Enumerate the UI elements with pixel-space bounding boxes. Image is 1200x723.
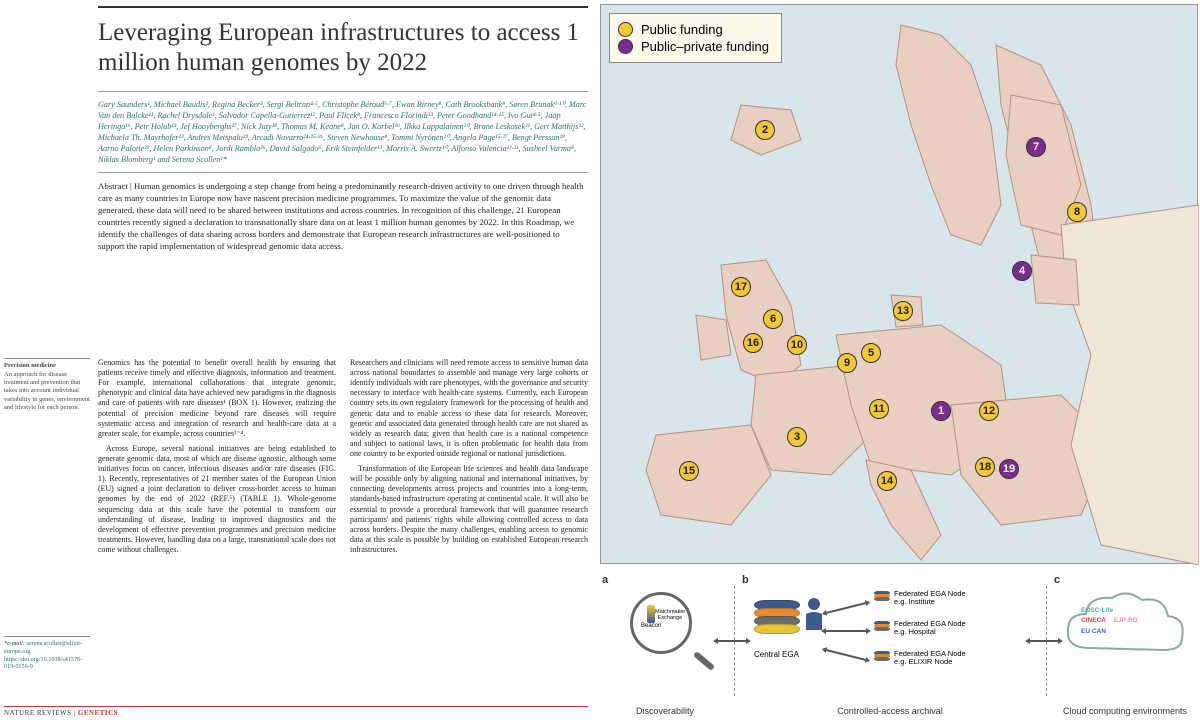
- arrow-node1: [826, 602, 865, 613]
- body-columns: Genomics has the potential to benefit ov…: [98, 358, 588, 560]
- doi: https://doi.org/10.1038/s41576-019-0156-…: [4, 656, 82, 671]
- body-col-1: Genomics has the potential to benefit ov…: [98, 358, 336, 560]
- section-b-caption: Controlled-access archival: [740, 706, 1040, 716]
- cloud-icon: EOSC-Life CINECA EJP-RD EU CAN: [1060, 588, 1190, 670]
- email-label: *e-mail:: [4, 640, 25, 647]
- section-a-caption: Discoverability: [600, 706, 730, 716]
- magnifier-icon: Beacon Matchmaker Exchange: [630, 592, 700, 662]
- legend-swatch-public: [618, 22, 633, 37]
- europe-map: Public funding Public–private funding 2 7…: [600, 4, 1198, 564]
- journal-section: GENETICS: [78, 709, 118, 717]
- corresponding-email: *e-mail: serena.scollen@elixir-europe.or…: [4, 636, 90, 671]
- diagram-section-a: a Beacon Matchmaker Exchange Discoverabi…: [600, 572, 730, 720]
- legend-private: Public–private funding: [618, 39, 769, 54]
- article-header: Leveraging European infrastructures to a…: [98, 6, 588, 263]
- section-c-letter: c: [1054, 574, 1060, 586]
- map-marker-15: 15: [679, 461, 699, 481]
- map-marker-17: 17: [731, 277, 751, 297]
- article-title: Leveraging European infrastructures to a…: [98, 18, 588, 77]
- abstract: Abstract | Human genomics is undergoing …: [98, 181, 588, 252]
- body-p1: Genomics has the potential to benefit ov…: [98, 358, 336, 439]
- map-marker-18: 18: [975, 457, 995, 477]
- arrow-node3: [826, 649, 865, 660]
- logo-cineca: CINECA: [1081, 617, 1106, 625]
- map-marker-1: 1: [931, 401, 951, 421]
- central-ega-label: Central EGA: [754, 650, 799, 659]
- section-b-letter: b: [742, 574, 749, 586]
- diagram-section-c: c EOSC-Life CINECA EJP-RD EU CAN Cloud c…: [1052, 572, 1198, 720]
- beacon-label: Beacon: [641, 623, 661, 630]
- map-marker-8: 8: [1067, 202, 1087, 222]
- legend-public-label: Public funding: [641, 22, 723, 37]
- map-marker-4: 4: [1012, 261, 1032, 281]
- legend-swatch-private: [618, 39, 633, 54]
- section-c-caption: Cloud computing environments: [1052, 706, 1198, 716]
- central-ega-stack: [754, 600, 800, 632]
- glossary-precision-medicine: Precision medicine An approach for disea…: [4, 358, 90, 412]
- map-marker-2: 2: [755, 120, 775, 140]
- map-svg: [601, 5, 1199, 565]
- body-p3: Researchers and clinicians will need rem…: [350, 358, 588, 459]
- map-marker-9: 9: [837, 353, 857, 373]
- map-marker-5: 5: [861, 343, 881, 363]
- legend-public: Public funding: [618, 22, 769, 37]
- matchmaker-label: Matchmaker Exchange: [655, 609, 685, 621]
- map-marker-19: 19: [999, 459, 1019, 479]
- article-panel: Leveraging European infrastructures to a…: [0, 0, 596, 723]
- logo-eucan: EU CAN: [1081, 628, 1106, 636]
- ega-node-1: Federated EGA Nodee.g. Hospital: [874, 620, 966, 637]
- map-marker-6: 6: [763, 309, 783, 329]
- beacon-icon: [647, 605, 655, 623]
- diagram-section-b: b Central EGA Federated EGA Nodee.g. Ins…: [740, 572, 1040, 720]
- section-a-letter: a: [602, 574, 608, 586]
- journal-name: NATURE REVIEWS |: [4, 709, 78, 717]
- author-list: Gary Saunders¹, Michael Baudis², Regina …: [98, 91, 588, 173]
- glossary-definition: An approach for disease treatment and pr…: [4, 371, 90, 411]
- logo-eosc: EOSC-Life: [1081, 607, 1113, 615]
- arrow-node2: [826, 630, 866, 632]
- workflow-diagram: a Beacon Matchmaker Exchange Discoverabi…: [600, 572, 1198, 720]
- map-marker-7: 7: [1026, 137, 1046, 157]
- legend-private-label: Public–private funding: [641, 39, 769, 54]
- logo-ejprd: EJP-RD: [1114, 617, 1138, 625]
- map-marker-10: 10: [787, 335, 807, 355]
- map-marker-12: 12: [979, 401, 999, 421]
- ega-node-2: Federated EGA Nodee.g. ELIXIR Node: [874, 650, 966, 667]
- map-marker-16: 16: [743, 333, 763, 353]
- ega-node-0: Federated EGA Nodee.g. Institute: [874, 590, 966, 607]
- glossary-term: Precision medicine: [4, 362, 90, 370]
- body-col-2: Researchers and clinicians will need rem…: [350, 358, 588, 560]
- map-marker-3: 3: [787, 427, 807, 447]
- map-marker-14: 14: [877, 471, 897, 491]
- journal-footer: NATURE REVIEWS | GENETICS: [4, 706, 588, 717]
- map-marker-13: 13: [893, 301, 913, 321]
- map-legend: Public funding Public–private funding: [609, 13, 782, 63]
- cloud-logos: EOSC-Life CINECA EJP-RD EU CAN: [1078, 606, 1141, 637]
- map-marker-11: 11: [869, 399, 889, 419]
- body-p4: Transformation of the European life scie…: [350, 464, 588, 555]
- abstract-text: Abstract | Human genomics is undergoing …: [98, 181, 584, 250]
- body-p2: Across Europe, several national initiati…: [98, 444, 336, 555]
